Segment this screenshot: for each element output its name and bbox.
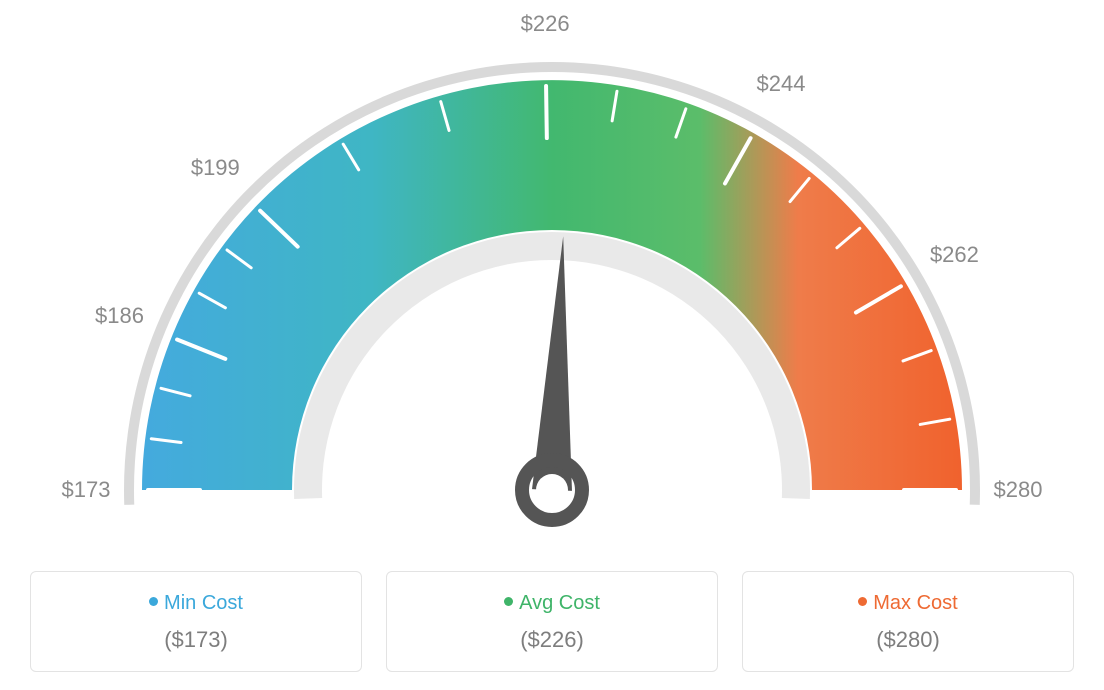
legend-title-min: Min Cost [41,592,351,615]
dot-icon [504,597,513,606]
legend-card-max: Max Cost ($280) [742,571,1074,672]
legend-title-text: Max Cost [873,592,957,614]
gauge-tick-label: $199 [191,155,240,181]
gauge-tick-label: $226 [521,11,570,37]
dot-icon [858,597,867,606]
gauge-tick-label: $280 [994,477,1043,503]
dot-icon [149,597,158,606]
legend-card-min: Min Cost ($173) [30,571,362,672]
legend-value-avg: ($226) [397,627,707,653]
legend-row: Min Cost ($173) Avg Cost ($226) Max Cost… [30,571,1074,672]
legend-title-avg: Avg Cost [397,592,707,615]
legend-card-avg: Avg Cost ($226) [386,571,718,672]
gauge-tick-label: $186 [95,303,144,329]
legend-value-min: ($173) [41,627,351,653]
gauge-tick-label: $262 [930,242,979,268]
gauge-tick-label: $173 [62,477,111,503]
legend-title-max: Max Cost [753,592,1063,615]
cost-gauge: $173 $186 $199 $226 $244 $262 $280 [0,0,1104,560]
legend-title-text: Min Cost [164,592,243,614]
gauge-tick-label: $244 [757,71,806,97]
legend-value-max: ($280) [753,627,1063,653]
legend-title-text: Avg Cost [519,592,600,614]
